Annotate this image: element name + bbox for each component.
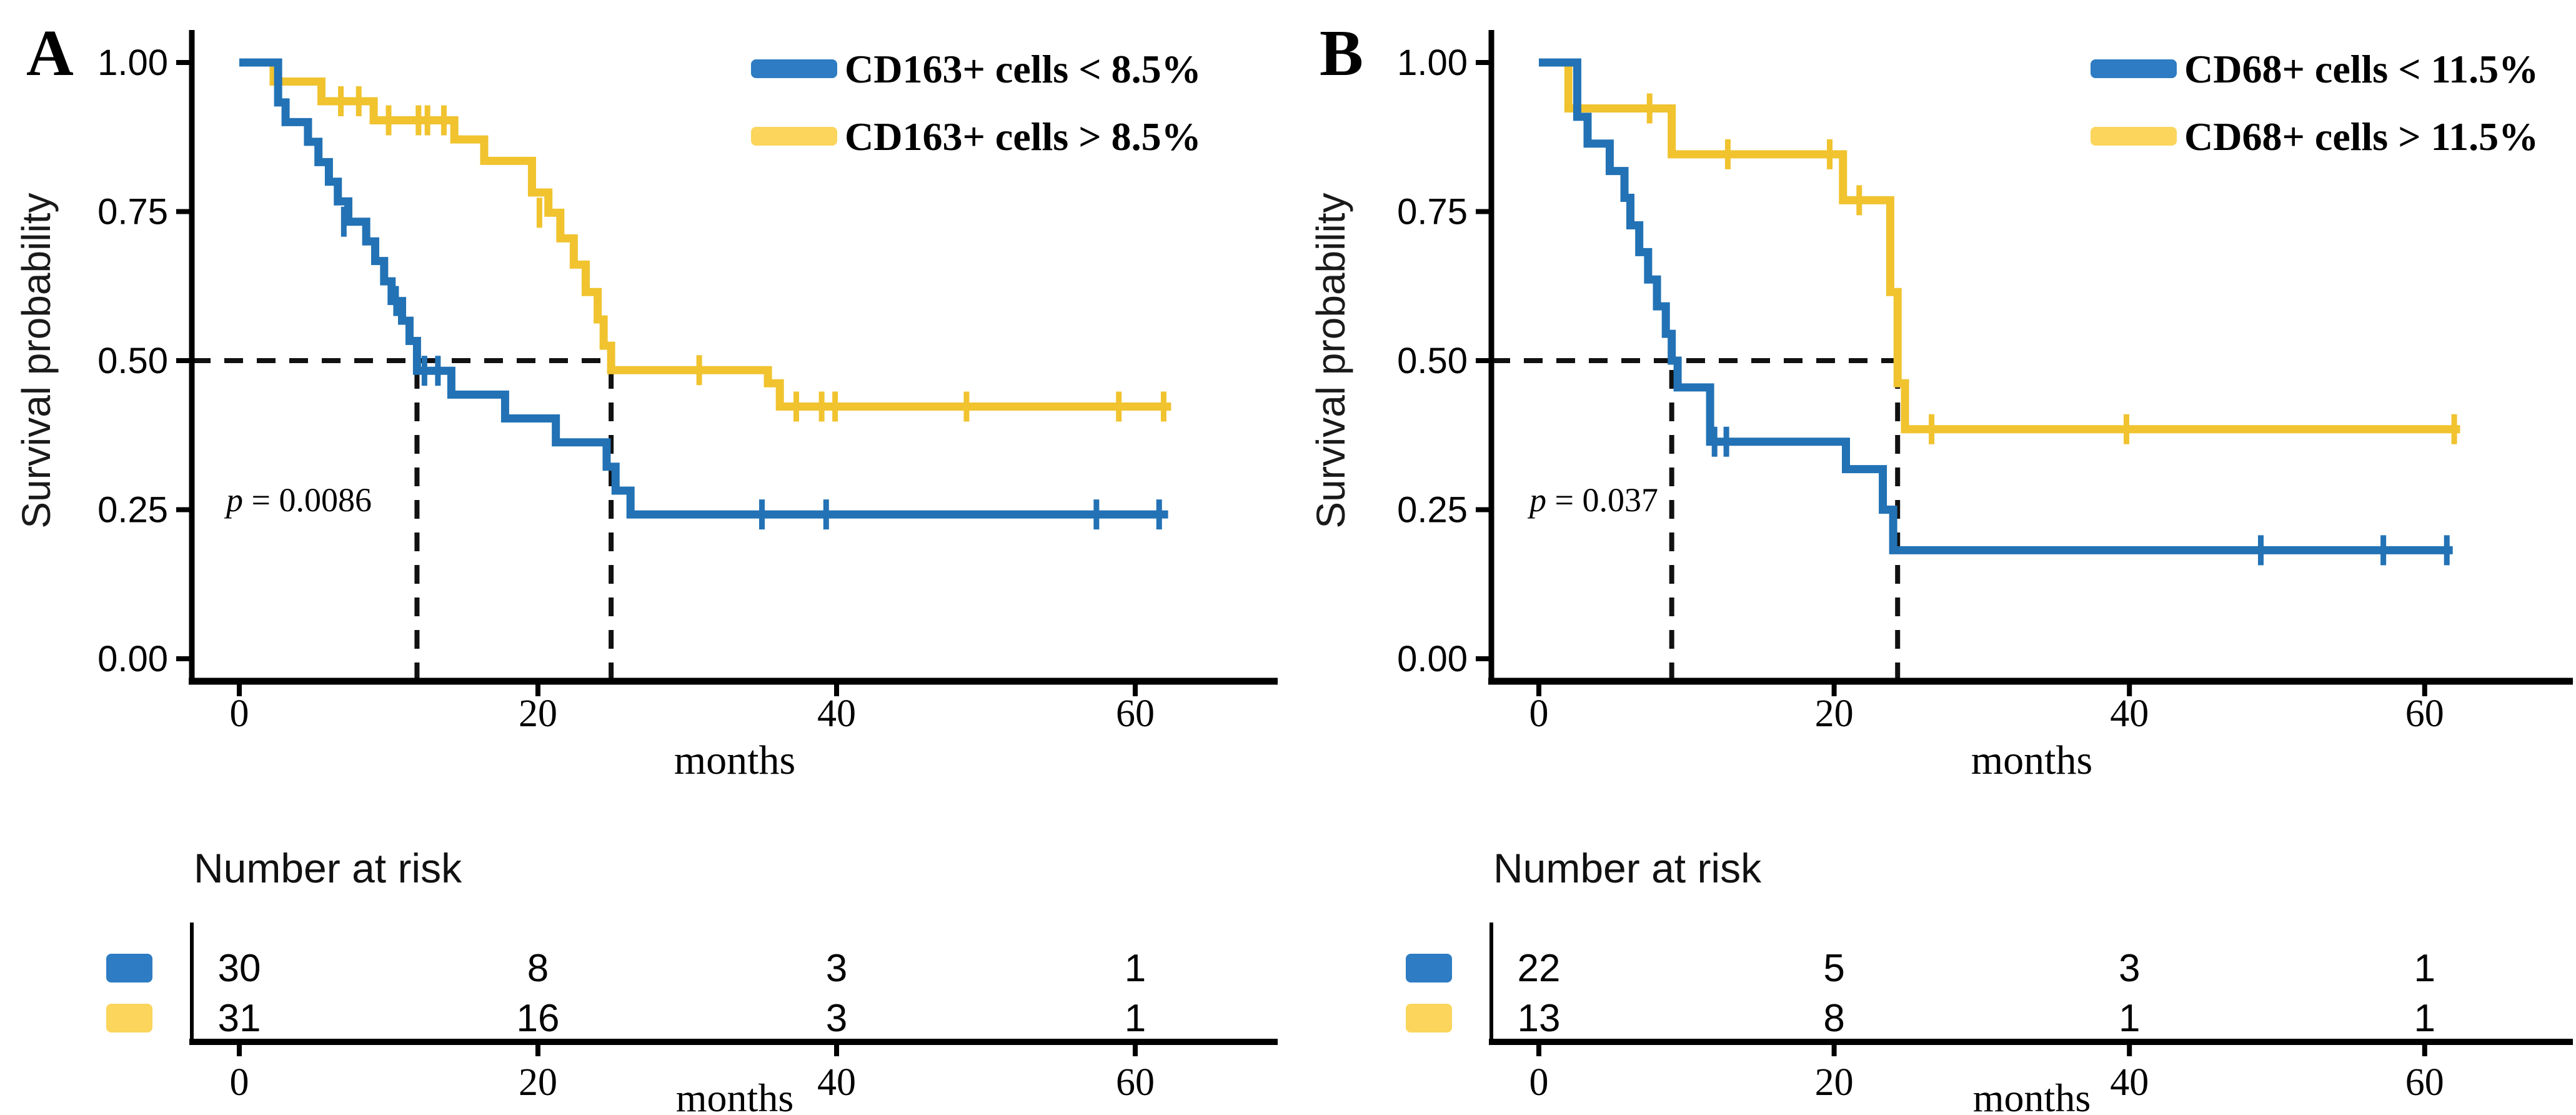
- panel-B: B Survival probability months CD68+ cell…: [1308, 16, 2573, 1115]
- panel-letter-A: A: [26, 16, 74, 89]
- risk-tick-label: 40: [2110, 1061, 2149, 1104]
- y-tick-label: 0.25: [97, 490, 168, 531]
- y-tick-label: 0.00: [1397, 639, 1468, 679]
- x-tick-label: 40: [817, 692, 856, 735]
- legend-label-A-yellow: CD163+ cells > 8.5%: [845, 114, 1201, 159]
- risk-tick-label: 60: [2405, 1061, 2444, 1104]
- risk-count-yellow: 16: [517, 997, 560, 1040]
- x-axis-title-B: months: [1971, 738, 2092, 783]
- legend-swatch-blue: [2091, 59, 2177, 78]
- risk-count-blue: 1: [2414, 947, 2435, 990]
- y-tick-label: 0.00: [97, 639, 168, 679]
- y-axis-title-B: Survival probability: [1308, 192, 1353, 528]
- legend-label-B-yellow: CD68+ cells > 11.5%: [2184, 114, 2539, 159]
- x-axis-title-A: months: [674, 738, 795, 783]
- risk-row-swatch-blue: [106, 954, 152, 982]
- risk-count-yellow: 1: [2414, 997, 2435, 1040]
- risk-count-yellow: 1: [2119, 997, 2140, 1040]
- x-tick-label: 60: [2405, 692, 2444, 735]
- legend-label-A-blue: CD163+ cells < 8.5%: [845, 47, 1201, 91]
- risk-row-swatch-yellow: [1406, 1004, 1452, 1032]
- legend-swatch-yellow: [2091, 127, 2177, 146]
- risk-x-axis-title-B: months: [1973, 1076, 2091, 1115]
- risk-tick-label: 40: [817, 1061, 856, 1104]
- x-tick-label: 60: [1116, 692, 1155, 735]
- x-tick-label: 20: [1815, 692, 1854, 735]
- risk-count-blue: 8: [527, 947, 549, 990]
- legend-swatch-blue: [751, 59, 837, 78]
- risk-tick-label: 20: [519, 1061, 557, 1104]
- risk-tick-label: 0: [230, 1061, 249, 1104]
- risk-row-swatch-blue: [1406, 954, 1452, 982]
- risk-count-blue: 3: [2119, 947, 2140, 990]
- y-tick-label: 1.00: [1397, 42, 1468, 83]
- y-tick-label: 0.50: [97, 341, 168, 381]
- risk-tick-label: 20: [1815, 1061, 1854, 1104]
- x-tick-label: 40: [2110, 692, 2149, 735]
- km-curve-blue: [1539, 58, 2453, 554]
- y-tick-label: 0.75: [97, 192, 168, 232]
- y-axis-title-A: Survival probability: [14, 192, 59, 528]
- risk-table-title-B: Number at risk: [1493, 845, 1762, 891]
- risk-tick-label: 60: [1116, 1061, 1155, 1104]
- risk-tick-label: 0: [1529, 1061, 1549, 1104]
- risk-count-blue: 30: [218, 947, 261, 990]
- x-tick-label: 0: [230, 692, 249, 735]
- risk-count-yellow: 8: [1823, 997, 1844, 1040]
- y-tick-label: 1.00: [97, 42, 168, 83]
- risk-count-blue: 5: [1823, 947, 1844, 990]
- legend-label-B-blue: CD68+ cells < 11.5%: [2184, 47, 2539, 91]
- x-tick-label: 0: [1529, 692, 1549, 735]
- p-value-B: p = 0.037: [1527, 481, 1658, 519]
- x-tick-label: 20: [519, 692, 557, 735]
- km-curve-yellow: [1539, 58, 2460, 434]
- y-tick-label: 0.50: [1397, 341, 1468, 381]
- y-tick-label: 0.75: [1397, 192, 1468, 232]
- risk-x-axis-title-A: months: [676, 1076, 793, 1115]
- risk-count-blue: 1: [1125, 947, 1146, 990]
- risk-count-yellow: 3: [826, 997, 847, 1040]
- risk-count-blue: 22: [1518, 947, 1561, 990]
- panel-B-generated: 1.00 0.75 0.50 0.25 0.00 0 20 40 60 0 20 40 60 22 5 3 1 1…: [1397, 30, 2573, 1104]
- risk-table-title-A: Number at risk: [194, 845, 462, 891]
- risk-count-yellow: 1: [1125, 997, 1146, 1040]
- panel-letter-B: B: [1320, 16, 1363, 89]
- p-value-A: p = 0.0086: [224, 481, 372, 519]
- y-tick-label: 0.25: [1397, 490, 1468, 531]
- risk-row-swatch-yellow: [106, 1004, 152, 1032]
- risk-count-yellow: 31: [218, 997, 261, 1040]
- risk-count-yellow: 13: [1518, 997, 1561, 1040]
- risk-count-blue: 3: [826, 947, 847, 990]
- legend-swatch-yellow: [751, 127, 837, 146]
- km-curve-yellow: [239, 58, 1171, 411]
- panel-A: A Survival probability months CD163+ cel…: [14, 16, 1278, 1115]
- km-curve-blue: [239, 58, 1168, 519]
